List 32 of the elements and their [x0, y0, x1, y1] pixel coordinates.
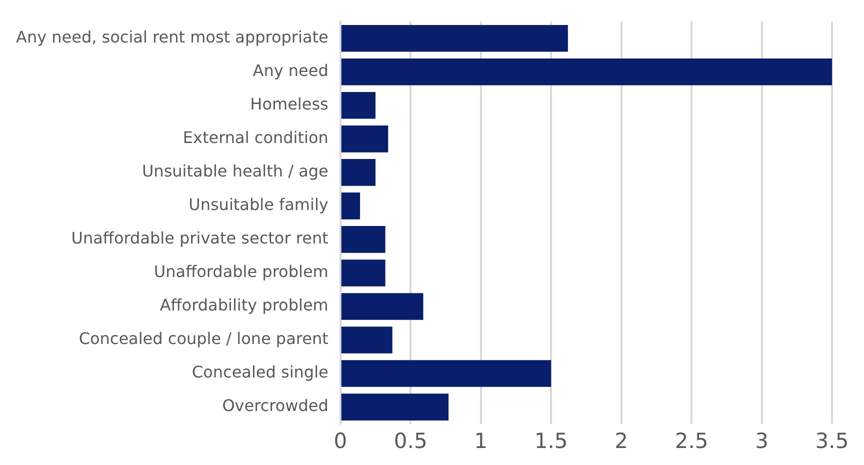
- y-tick-label: External condition: [182, 128, 328, 148]
- bar: [341, 260, 386, 286]
- bar: [341, 394, 449, 420]
- x-tick-label: 3: [755, 428, 768, 453]
- bar: [341, 226, 386, 253]
- bar: [341, 58, 832, 86]
- y-tick-label: Any need, social rent most appropriate: [16, 28, 328, 47]
- y-tick-label: Concealed couple / lone parent: [78, 329, 328, 348]
- y-tick-label: Homeless: [250, 94, 328, 114]
- bar: [341, 92, 376, 119]
- y-tick-label: Unsuitable health / age: [142, 162, 328, 181]
- x-tick-label: 1: [474, 428, 488, 453]
- x-tick-label: 2: [614, 428, 628, 453]
- bar: [341, 293, 424, 320]
- bar: [341, 192, 360, 220]
- y-tick-label: Concealed single: [192, 362, 328, 382]
- y-tick-label: Overcrowded: [222, 396, 328, 416]
- bar: [341, 360, 552, 387]
- x-tick-label: 3.5: [815, 428, 849, 453]
- y-tick-label: Unaffordable private sector rent: [71, 228, 328, 248]
- bar: [341, 159, 376, 186]
- y-tick-label: Any need: [252, 61, 328, 80]
- y-tick-label: Unsuitable family: [188, 195, 328, 214]
- x-tick-label: 0: [334, 428, 348, 453]
- x-tick-label: 2.5: [674, 428, 708, 453]
- x-tick-label: 1.5: [534, 428, 568, 453]
- bar: [341, 126, 388, 152]
- y-tick-label: Unaffordable problem: [154, 262, 328, 282]
- bar: [341, 326, 392, 354]
- x-tick-label: 0.5: [394, 428, 428, 453]
- y-tick-label: Affordability problem: [160, 296, 328, 315]
- bar: [341, 24, 568, 52]
